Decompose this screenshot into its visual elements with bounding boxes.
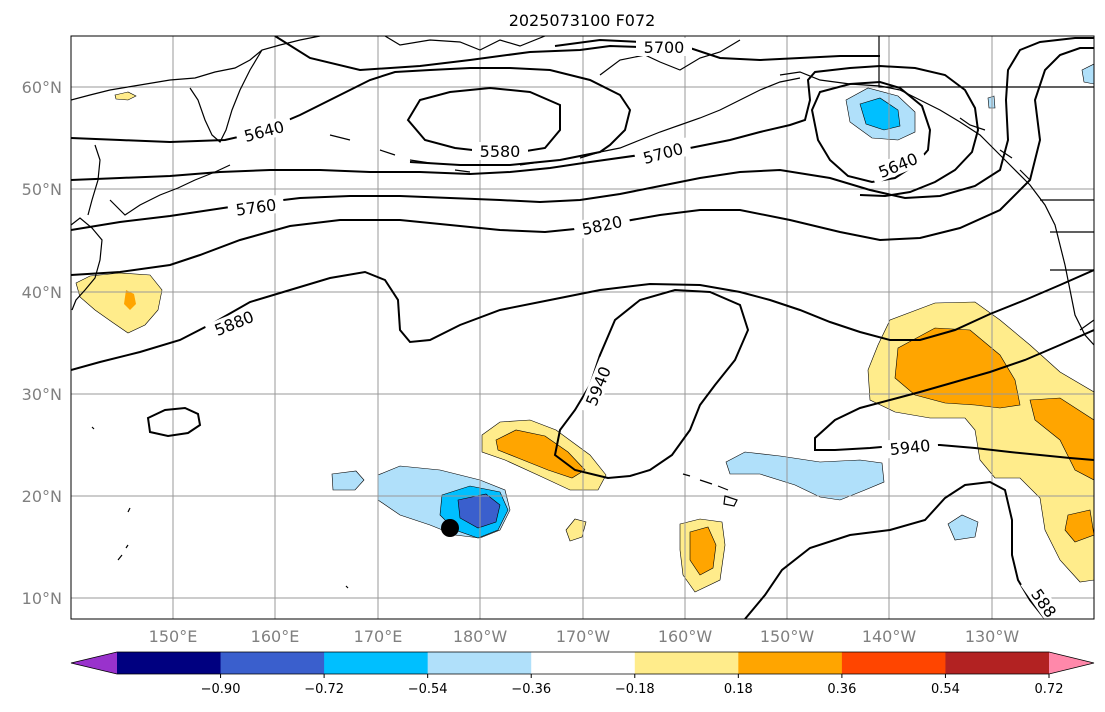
colorbar-segment <box>634 652 739 674</box>
colorbar-tick-label: −0.18 <box>615 682 655 697</box>
colorbar-tick-label: 0.36 <box>827 682 856 697</box>
contour-588-south <box>744 480 1046 619</box>
colorbar-segment <box>738 652 843 674</box>
colorbar-tick-label: 0.18 <box>724 682 753 697</box>
figure-title: 2025073100 F072 <box>509 11 656 30</box>
coast-aleutians <box>329 77 801 173</box>
coast-alaska-west <box>384 36 546 51</box>
colorbar-segment <box>841 652 946 674</box>
lat-tick-label: 50°N <box>22 180 62 199</box>
shade-negative-0.36 <box>859 97 901 131</box>
lat-tick-labels: 60°N 50°N 40°N 30°N 20°N 10°N <box>22 78 62 608</box>
lon-tick-label: 130°W <box>965 627 1020 646</box>
lon-tick-label: 140°W <box>862 627 917 646</box>
contour-5880 <box>71 269 1094 371</box>
coast-asia <box>71 36 321 101</box>
colorbar-tick-label: 0.54 <box>931 682 960 697</box>
contour-label: 5580 <box>480 142 521 161</box>
lon-tick-label: 150°W <box>760 627 815 646</box>
shade-negative-0.54 <box>457 493 501 529</box>
lat-tick-label: 60°N <box>22 78 62 97</box>
lat-tick-label: 10°N <box>22 589 62 608</box>
map-plot-area: 5700 5640 5580 5700 5640 5760 5820 5880 … <box>71 36 1094 619</box>
colorbar-segment <box>324 652 429 674</box>
colorbar-segment <box>220 652 325 674</box>
colorbar-segment <box>531 652 636 674</box>
lat-tick-label: 30°N <box>22 385 62 404</box>
coast-wpac-islands <box>91 426 349 589</box>
colorbar-tick-label: −0.90 <box>201 682 241 697</box>
lat-tick-label: 20°N <box>22 487 62 506</box>
contour-5940-loop <box>553 288 750 480</box>
contour-5940-east <box>814 329 1094 461</box>
coast-japan <box>71 217 103 311</box>
lat-tick-label: 40°N <box>22 283 62 302</box>
shade-positive-0.36 <box>124 290 136 310</box>
contour-5700-main <box>71 64 980 198</box>
lon-tick-label: 160°W <box>658 627 713 646</box>
colorbar-extend-high <box>1049 652 1094 674</box>
contour-5700-upper <box>554 38 880 62</box>
storm-center-marker <box>441 519 459 537</box>
colorbar: −0.90 −0.72 −0.54 −0.36 −0.18 0.18 0.36 0.54 0.7… <box>70 651 1095 697</box>
lon-tick-label: 170°E <box>354 627 403 646</box>
shade-positive-0.18 <box>75 272 163 334</box>
shade-positive-0.36 <box>689 526 717 576</box>
contour-5700-north <box>274 36 651 72</box>
contour-label: 5700 <box>644 38 685 57</box>
shade-positive-0.18 <box>565 518 587 542</box>
contour-label: 5940 <box>889 436 931 459</box>
coast-ne-box <box>878 36 1094 271</box>
coast-hawaii <box>682 473 738 507</box>
shade-positive-0.36 <box>495 429 586 479</box>
shade-negative-0.18 <box>947 514 979 541</box>
coast-kamchatka <box>189 49 263 143</box>
lon-tick-label: 150°E <box>149 627 198 646</box>
shade-negative-0.18 <box>331 470 365 491</box>
colorbar-extend-low <box>71 652 117 674</box>
colorbar-segment <box>117 652 222 674</box>
colorbar-tick-label: −0.54 <box>408 682 448 697</box>
lon-tick-labels: 150°E 160°E 170°E 180°W 170°W 160°W 150°… <box>149 627 1020 646</box>
lon-tick-label: 170°W <box>556 627 611 646</box>
lon-tick-label: 180°W <box>453 627 508 646</box>
colorbar-segment <box>945 652 1050 674</box>
colorbar-outline <box>70 651 1095 675</box>
shade-negative-0.18 <box>1081 63 1094 85</box>
contour-5820 <box>71 47 1094 276</box>
contour-5760 <box>71 37 1094 231</box>
colorbar-tick-label: −0.72 <box>304 682 344 697</box>
shade-positive-0.18 <box>114 91 137 101</box>
lon-tick-label: 160°E <box>251 627 300 646</box>
map-frame <box>70 35 1095 620</box>
colorbar-tick-label: 0.72 <box>1035 682 1064 697</box>
coast-bc-islands <box>959 117 1031 181</box>
contour-5640-east <box>810 80 932 184</box>
coast-se-edge <box>1079 319 1094 331</box>
contour-wpac-loop <box>146 406 202 438</box>
shade-positive-0.36 <box>894 327 1021 409</box>
contour-5580 <box>406 86 561 153</box>
shade-positive-0.36 <box>1064 509 1094 543</box>
shaded-field <box>75 63 1094 593</box>
colorbar-tick-label: −0.36 <box>511 682 551 697</box>
colorbar-segment <box>427 652 532 674</box>
